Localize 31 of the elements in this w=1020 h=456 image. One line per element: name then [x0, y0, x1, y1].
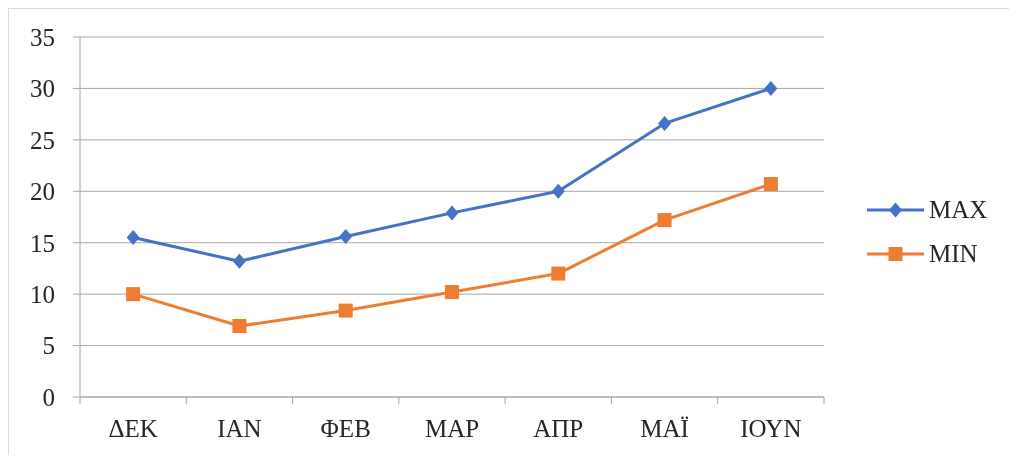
- point: [764, 80, 778, 96]
- x-tick-label: ΔΕΚ: [108, 415, 158, 442]
- y-tick-label: 30: [30, 75, 55, 103]
- y-tick-label: 20: [30, 178, 55, 206]
- legend-label: MAX: [929, 195, 988, 225]
- y-tick-label: 15: [30, 229, 55, 257]
- y-tick-label: 5: [42, 332, 55, 360]
- x-tick-label: ΙΑΝ: [217, 415, 262, 442]
- point: [126, 287, 141, 302]
- point: [658, 115, 672, 131]
- x-tick-label: ΜΑΡ: [424, 415, 480, 442]
- y-tick-label: 10: [30, 281, 55, 309]
- point: [657, 213, 672, 228]
- legend-label: MIN: [929, 239, 978, 269]
- point: [551, 266, 566, 281]
- y-tick-label: 25: [30, 126, 55, 154]
- x-tick-label: ΜΑΪ: [640, 415, 689, 442]
- y-tick-label: 35: [30, 23, 55, 51]
- point: [338, 303, 353, 318]
- x-tick-label: ΑΠΡ: [533, 415, 584, 442]
- y-tick-label: 0: [42, 383, 55, 411]
- point: [445, 205, 459, 221]
- point: [232, 319, 247, 334]
- point: [339, 229, 353, 245]
- point: [126, 230, 140, 246]
- x-tick-label: ΙΟΥΝ: [740, 415, 802, 442]
- point: [232, 253, 246, 269]
- point: [763, 177, 778, 192]
- point: [445, 285, 459, 300]
- point: [551, 183, 565, 199]
- x-tick-label: ΦΕΒ: [320, 415, 371, 442]
